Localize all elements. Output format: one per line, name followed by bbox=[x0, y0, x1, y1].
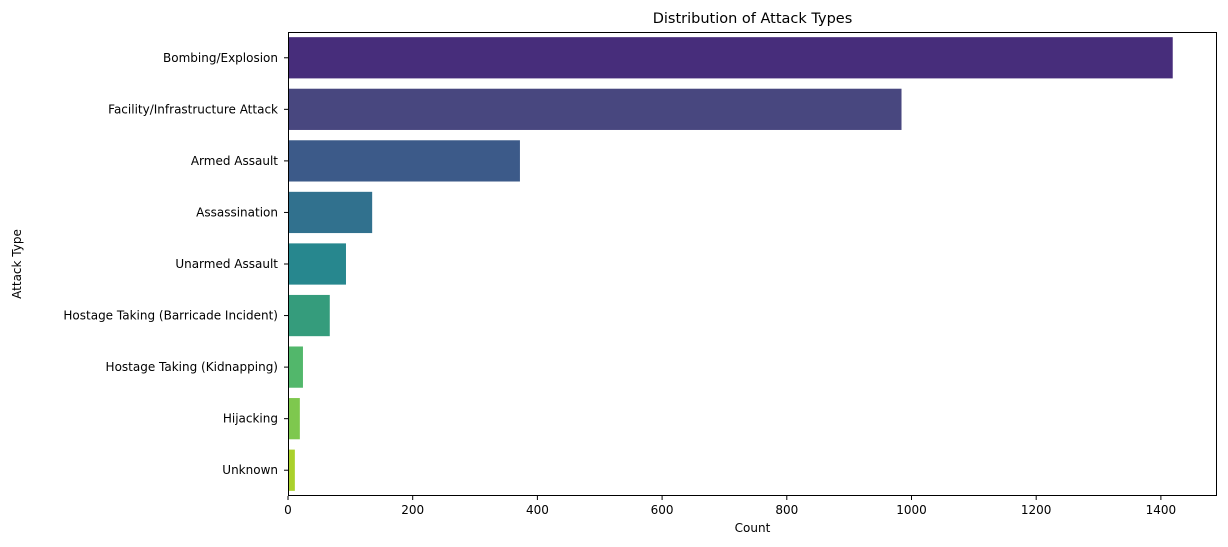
y-tick-label: Assassination bbox=[196, 205, 278, 219]
bar bbox=[288, 243, 346, 285]
y-axis-ticks: Bombing/Explosion Facility/Infrastructure… bbox=[63, 51, 288, 477]
bar bbox=[288, 449, 295, 491]
x-tick-label: 800 bbox=[775, 503, 798, 517]
x-tick-label: 400 bbox=[526, 503, 549, 517]
y-tick-label: Bombing/Explosion bbox=[163, 51, 278, 65]
bars-layer bbox=[288, 37, 1173, 491]
y-tick-label: Unarmed Assault bbox=[175, 257, 278, 271]
x-axis-label: Count bbox=[735, 521, 771, 535]
bar bbox=[288, 346, 303, 388]
y-tick-label: Facility/Infrastructure Attack bbox=[108, 102, 278, 116]
chart-title: Distribution of Attack Types bbox=[653, 11, 853, 27]
x-tick-label: 1200 bbox=[1021, 503, 1052, 517]
bar bbox=[288, 37, 1173, 79]
y-tick-label: Armed Assault bbox=[191, 154, 278, 168]
y-tick-label: Hostage Taking (Barricade Incident) bbox=[63, 309, 278, 323]
x-tick-label: 600 bbox=[651, 503, 674, 517]
x-tick-label: 1000 bbox=[896, 503, 927, 517]
y-tick-label: Hostage Taking (Kidnapping) bbox=[106, 360, 278, 374]
bar bbox=[288, 294, 330, 337]
x-tick-label: 200 bbox=[401, 503, 424, 517]
bar bbox=[288, 88, 902, 130]
y-tick-label: Hijacking bbox=[223, 412, 278, 426]
x-tick-label: 1400 bbox=[1146, 503, 1177, 517]
y-tick-label: Unknown bbox=[222, 463, 278, 477]
plot-frame bbox=[288, 32, 1217, 496]
bar bbox=[288, 398, 300, 440]
x-axis-ticks: 0 200 400 600 800 1000 1200 1400 bbox=[284, 496, 1176, 517]
y-axis-label: Attack Type bbox=[10, 229, 24, 299]
x-tick-label: 0 bbox=[284, 503, 292, 517]
bar bbox=[288, 191, 373, 234]
bar bbox=[288, 140, 520, 182]
